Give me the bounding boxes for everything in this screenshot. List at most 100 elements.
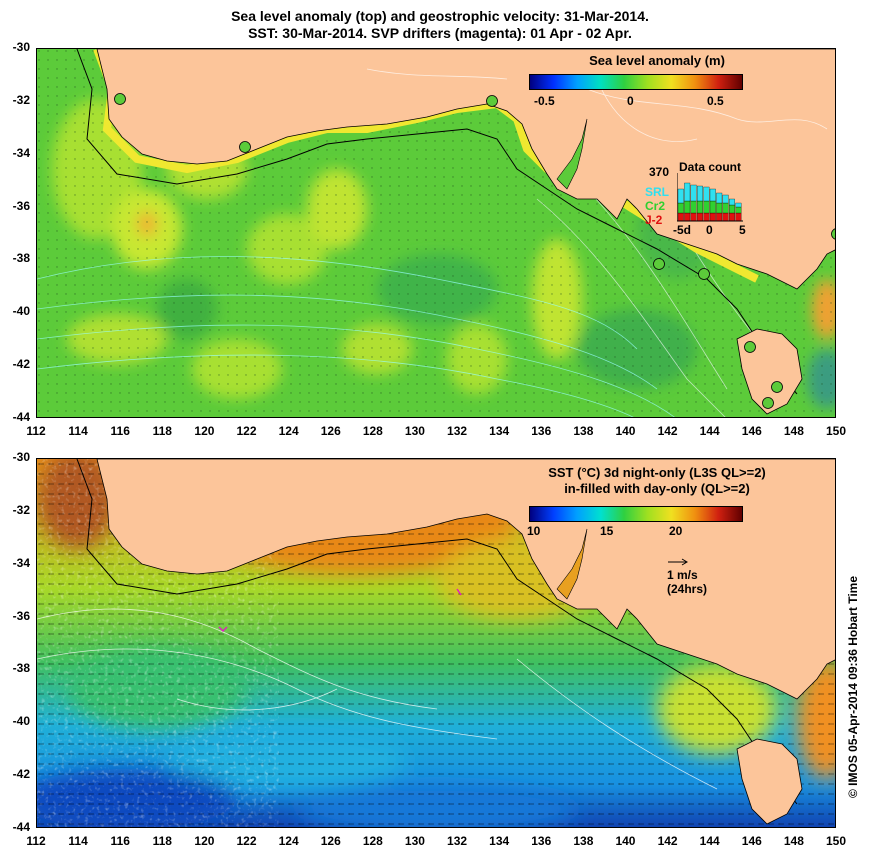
data-count-histogram (677, 173, 743, 222)
longitude-tick: 146 (741, 424, 762, 438)
histogram-bar (684, 182, 691, 202)
latitude-tick: -36 (12, 608, 30, 623)
longitude-tick: 144 (699, 424, 720, 438)
title-line-1: Sea level anomaly (top) and geostrophic … (231, 8, 649, 24)
longitude-tick: 116 (110, 424, 130, 438)
longitude-tick: 150 (825, 834, 847, 848)
sst-colorbar-title-line-2: in-filled with day-only (QL>=2) (564, 481, 750, 496)
histogram-bar (690, 212, 697, 222)
histogram-bar (735, 206, 742, 214)
australia-land (96, 49, 835, 290)
sst-colorbar-title-line-1: SST (°C) 3d night-only (L3S QL>=2) (548, 465, 766, 480)
longitude-tick: 140 (615, 424, 636, 438)
sst-colorbar (529, 506, 743, 522)
histogram-bar (677, 202, 684, 214)
histogram-bar (709, 200, 716, 214)
longitude-tick: 142 (657, 834, 678, 848)
longitude-tick: 148 (783, 424, 804, 438)
longitude-tick: 116 (110, 834, 130, 848)
longitude-tick: 132 (447, 834, 468, 848)
sst-tick-15: 15 (600, 524, 614, 538)
series-j2: J-2 (645, 213, 663, 227)
latitude-tick: -36 (12, 198, 30, 213)
sea-level-anomaly-panel: Sea level anomaly (m) -0.5 0 0.5 370 Dat… (36, 48, 836, 418)
latitude-tick: -32 (12, 502, 30, 517)
histogram-bar (709, 212, 716, 222)
histogram-bar (735, 202, 742, 208)
longitude-tick: 132 (447, 424, 468, 438)
latitude-tick: -32 (12, 92, 30, 107)
histogram-bar (703, 200, 710, 214)
dc-tick-0: 0 (706, 223, 713, 237)
histogram-bar (677, 188, 684, 204)
series-srl: SRL (645, 185, 669, 199)
histogram-bar (684, 212, 691, 222)
longitude-tick: 136 (531, 424, 552, 438)
velocity-scale-arrow (668, 558, 688, 566)
sla-tick-neg: -0.5 (534, 94, 555, 108)
longitude-tick: 142 (657, 424, 678, 438)
histogram-bar (722, 194, 729, 204)
sla-map (37, 49, 835, 417)
histogram-bar (735, 212, 742, 222)
longitude-tick: 138 (573, 424, 594, 438)
histogram-bar (729, 212, 735, 222)
latitude-tick: -44 (12, 410, 30, 424)
sla-tick-zero: 0 (627, 94, 634, 108)
latitude-tick: -42 (12, 357, 30, 372)
shelf-break-line (76, 49, 798, 395)
sla-tick-pos: 0.5 (707, 94, 724, 108)
sst-contours (37, 608, 718, 790)
latitude-tick: -34 (12, 145, 30, 160)
sst-tick-10: 10 (527, 524, 541, 538)
sla-colorbar-title: Sea level anomaly (m) (589, 53, 725, 68)
latitude-tick: -34 (12, 555, 30, 570)
histogram-bar (716, 202, 723, 214)
longitude-tick: 144 (699, 834, 720, 848)
longitude-tick: 122 (236, 834, 257, 848)
longitude-tick: 120 (194, 834, 215, 848)
longitude-tick: 114 (68, 424, 88, 438)
longitude-tick: 118 (152, 834, 172, 848)
longitude-tick: 134 (489, 424, 510, 438)
map-title: Sea level anomaly (top) and geostrophic … (0, 8, 880, 42)
sst-colorbar-title: SST (°C) 3d night-only (L3S QL>=2) in-fi… (497, 465, 817, 497)
velocity-scale-label: 1 m/s (667, 568, 698, 582)
latitude-tick: -38 (12, 251, 30, 266)
histogram-bar (697, 185, 703, 202)
longitude-tick: 150 (825, 424, 847, 438)
longitude-tick: 148 (783, 834, 804, 848)
latitude-tick: -30 (12, 40, 30, 54)
latitude-tick: -44 (12, 820, 30, 834)
longitude-tick: 126 (320, 424, 341, 438)
longitude-tick: 124 (278, 834, 299, 848)
dc-tick-neg5: -5d (673, 223, 691, 237)
longitude-tick: 118 (152, 424, 172, 438)
latitude-tick: -42 (12, 767, 30, 782)
longitude-tick: 112 (26, 834, 46, 848)
histogram-bar (716, 212, 723, 222)
data-count-title: Data count (679, 160, 742, 174)
longitude-tick: 114 (68, 834, 88, 848)
histogram-bar (697, 212, 703, 222)
histogram-bar (729, 198, 735, 206)
histogram-bar (677, 212, 684, 222)
histogram-bar (690, 184, 697, 202)
longitude-tick: 138 (573, 834, 594, 848)
dc-tick-5: 5 (739, 223, 746, 237)
longitude-tick: 120 (194, 424, 215, 438)
drifter-tracks (218, 588, 462, 633)
histogram-bar (703, 186, 710, 202)
histogram-bar (690, 200, 697, 214)
longitude-tick: 124 (278, 424, 299, 438)
data-count-max: 370 (649, 165, 670, 179)
longitude-tick: 122 (236, 424, 257, 438)
histogram-bar (722, 212, 729, 222)
sst-tasmania-land (736, 738, 803, 825)
velocity-scale-duration: (24hrs) (667, 582, 708, 596)
longitude-tick: 134 (489, 834, 510, 848)
longitude-tick: 128 (362, 424, 383, 438)
histogram-bar (722, 202, 729, 214)
longitude-tick: 112 (26, 424, 46, 438)
series-cr2: Cr2 (645, 199, 666, 213)
